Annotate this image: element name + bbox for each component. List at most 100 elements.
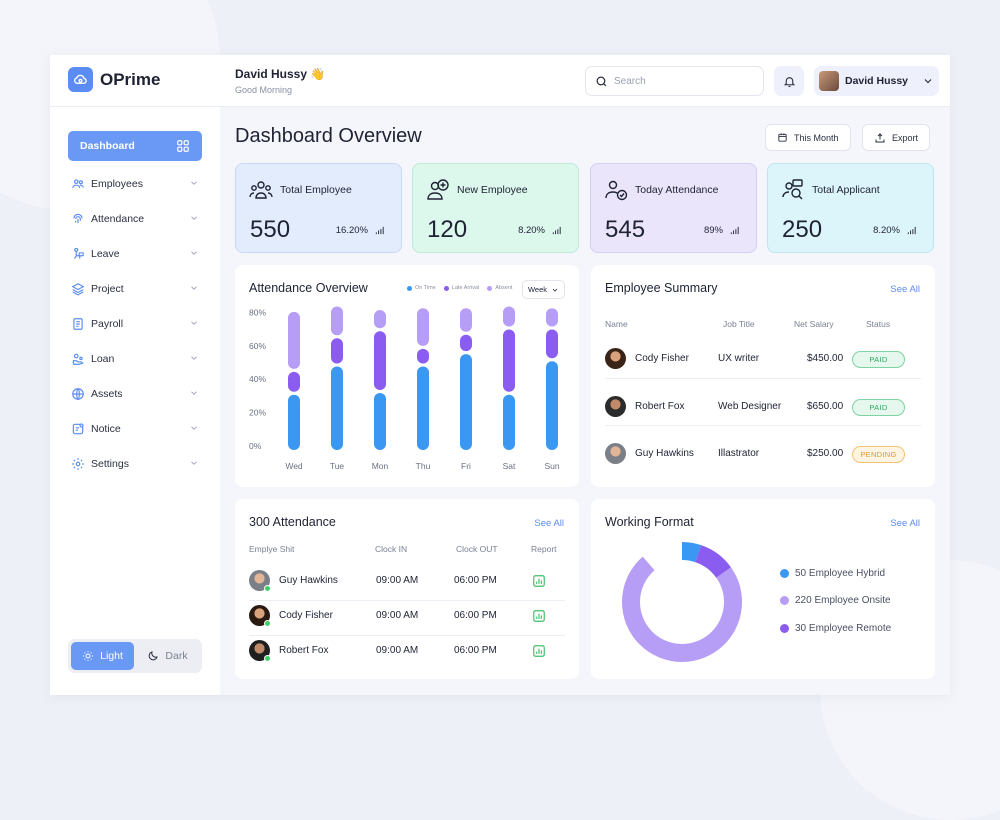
export-button[interactable]: Export — [862, 124, 931, 151]
bar-segment-absent[interactable] — [417, 308, 429, 346]
search-box[interactable] — [585, 66, 764, 96]
bar-segment-late-arrival[interactable] — [288, 371, 300, 392]
employee-name: Cody Fisher — [635, 353, 689, 364]
job-title: UX writer — [718, 353, 760, 364]
stat-label: New Employee — [457, 184, 528, 196]
stat-label: Total Applicant — [812, 184, 880, 196]
employee-name: Cody Fisher — [279, 610, 333, 621]
stat-card-today-attendance[interactable]: Today Attendance 545 89% — [590, 163, 757, 253]
stat-card-total-employee[interactable]: Total Employee 550 16.20% — [235, 163, 402, 253]
bar-segment-absent[interactable] — [460, 308, 472, 332]
sidebar-item-project[interactable]: Project — [68, 271, 202, 306]
stat-card-total-applicant[interactable]: Total Applicant 250 8.20% — [767, 163, 934, 253]
x-tick-label: Sat — [503, 461, 516, 471]
attendance-overview-card: Attendance Overview On Time Late Arrival… — [235, 265, 579, 487]
bar-segment-on-time[interactable] — [374, 393, 386, 450]
sidebar-item-leave[interactable]: Leave — [68, 236, 202, 271]
theme-light-button[interactable]: Light — [71, 642, 134, 670]
report-chart-icon[interactable] — [532, 574, 546, 588]
bar-segment-absent[interactable] — [374, 310, 386, 329]
bar-segment-late-arrival[interactable] — [417, 348, 429, 364]
legend-item: On Time — [407, 285, 436, 291]
stat-percent: 89% — [703, 225, 723, 236]
bar-segment-on-time[interactable] — [503, 394, 515, 450]
employee-name: Robert Fox — [635, 401, 685, 412]
sidebar-item-payroll[interactable]: Payroll — [68, 306, 202, 341]
bar-segment-on-time[interactable] — [460, 354, 472, 450]
calendar-icon — [778, 133, 787, 142]
sidebar-item-employees[interactable]: Employees — [68, 166, 202, 201]
bar-segment-absent[interactable] — [503, 306, 515, 327]
logo[interactable]: OPrime — [68, 67, 160, 92]
notification-button[interactable] — [774, 66, 804, 96]
stat-value: 545 — [605, 216, 646, 243]
stat-value: 250 — [782, 216, 823, 243]
page-title: Dashboard Overview — [235, 125, 422, 147]
table-row[interactable]: Robert Fox 09:00 AM 06:00 PM — [249, 640, 565, 662]
y-tick-label: 20% — [249, 408, 266, 418]
bar-segment-absent[interactable] — [546, 308, 558, 327]
x-tick-label: Sun — [544, 461, 559, 471]
donut-slice-1[interactable] — [622, 542, 742, 662]
search-input[interactable] — [614, 75, 744, 87]
sidebar-item-assets[interactable]: Assets — [68, 376, 202, 411]
stat-percent: 8.20% — [873, 225, 900, 236]
chevron-down-icon — [191, 216, 197, 220]
employee-name: Guy Hawkins — [635, 448, 694, 459]
moon-icon — [149, 651, 159, 661]
sidebar-item-attendance[interactable]: Attendance — [68, 201, 202, 236]
period-button[interactable]: This Month — [765, 124, 851, 151]
week-filter-dropdown[interactable]: Week — [522, 280, 565, 299]
bar-segment-absent[interactable] — [288, 311, 300, 369]
wave-icon: 👋 — [310, 67, 326, 81]
team-icon — [249, 181, 273, 199]
table-row[interactable]: Guy Hawkins Illastrator $250.00 — [605, 443, 921, 464]
x-tick-label: Fri — [461, 461, 471, 471]
see-all-link[interactable]: See All — [890, 518, 920, 529]
see-all-link[interactable]: See All — [890, 284, 920, 295]
bar-segment-absent[interactable] — [331, 306, 343, 336]
stat-card-new-employee[interactable]: New Employee 120 8.20% — [412, 163, 579, 253]
table-row[interactable]: Cody Fisher 09:00 AM 06:00 PM — [249, 605, 565, 627]
sidebar-item-label: Settings — [91, 457, 129, 470]
bar-segment-on-time[interactable] — [288, 394, 300, 450]
report-chart-icon[interactable] — [532, 609, 546, 623]
avatar — [819, 71, 839, 91]
bar-segment-late-arrival[interactable] — [331, 338, 343, 364]
column-header: Job Title — [723, 319, 755, 329]
table-row[interactable]: Robert Fox Web Designer $650.00 — [605, 396, 921, 417]
profile-menu[interactable]: David Hussy — [814, 66, 939, 96]
donut-slice-0[interactable] — [622, 542, 742, 662]
attendance-list-card: 300 Attendance See All Emplye Shit Clock… — [235, 499, 579, 679]
legend-item: 220 Employee Onsite — [780, 595, 891, 606]
employee-summary-card: Employee Summary See All Name Job Title … — [591, 265, 935, 487]
bar-segment-late-arrival[interactable] — [546, 329, 558, 359]
greeting-block: David Hussy 👋 Good Morning — [235, 67, 325, 95]
y-tick-label: 0% — [249, 441, 262, 451]
bar-segment-late-arrival[interactable] — [460, 334, 472, 352]
table-row[interactable]: Guy Hawkins 09:00 AM 06:00 PM — [249, 570, 565, 592]
bar-segment-on-time[interactable] — [331, 366, 343, 450]
bar-segment-late-arrival[interactable] — [503, 329, 515, 392]
app-window: OPrime David Hussy 👋 Good Morning David … — [50, 55, 950, 695]
see-all-link[interactable]: See All — [534, 518, 564, 529]
sidebar-item-settings[interactable]: Settings — [68, 446, 202, 481]
report-chart-icon[interactable] — [532, 644, 546, 658]
column-header: Name — [605, 319, 628, 329]
sidebar-item-loan[interactable]: Loan — [68, 341, 202, 376]
bar-segment-late-arrival[interactable] — [374, 331, 386, 390]
chevron-down-icon — [191, 391, 197, 395]
layers-icon — [71, 282, 85, 296]
employee-name: Robert Fox — [279, 645, 329, 656]
add-user-icon — [427, 179, 449, 200]
sidebar-item-label: Leave — [91, 247, 120, 260]
column-header: Report — [531, 544, 557, 554]
signal-chart-icon — [907, 226, 916, 235]
bar-segment-on-time[interactable] — [546, 361, 558, 450]
sidebar-item-notice[interactable]: Notice — [68, 411, 202, 446]
stat-label: Total Employee — [280, 184, 352, 196]
bar-segment-on-time[interactable] — [417, 366, 429, 450]
sidebar-item-dashboard[interactable]: Dashboard — [68, 131, 202, 161]
table-row[interactable]: Cody Fisher UX writer $450.00 — [605, 348, 921, 369]
theme-dark-button[interactable]: Dark — [136, 642, 199, 670]
